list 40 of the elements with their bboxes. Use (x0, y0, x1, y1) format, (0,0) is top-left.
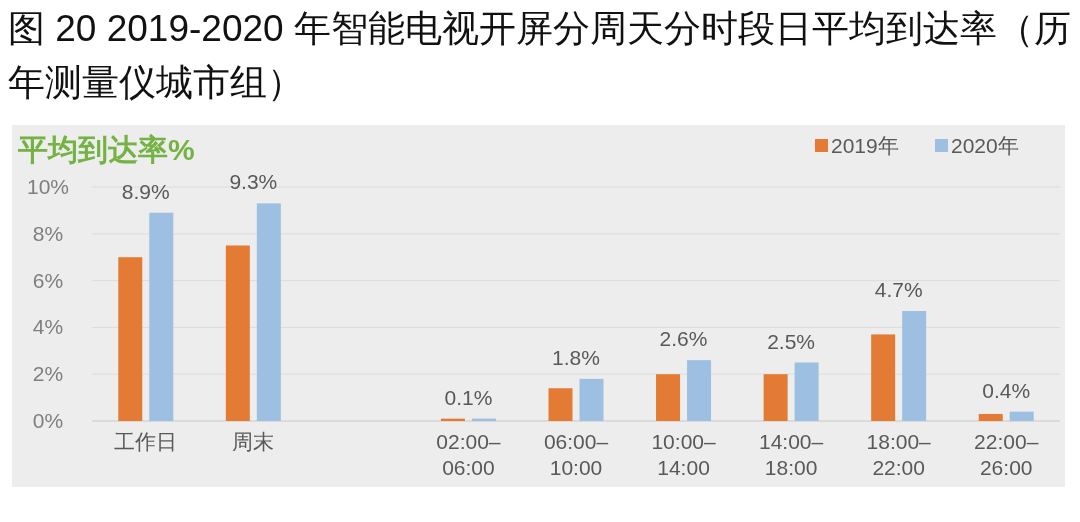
bar (902, 311, 927, 421)
x-tick-label: 18:00– 22:00 (866, 430, 932, 479)
data-label: 4.7% (874, 278, 923, 302)
x-tick-label: 06:00– 10:00 (543, 430, 609, 479)
y-tick-label: 0% (32, 409, 64, 432)
y-tick-label: 4% (32, 315, 64, 339)
bar (256, 203, 281, 421)
bar (794, 362, 819, 421)
data-label: 0.1% (444, 385, 493, 409)
bar (118, 257, 143, 421)
x-tick-label: 14:00– 18:00 (758, 430, 824, 479)
data-label: 2.6% (659, 327, 708, 351)
bar (225, 245, 250, 421)
x-tick-label: 工作日 (114, 430, 178, 453)
x-tick-label: 02:00– 06:00 (436, 430, 501, 479)
bar (656, 374, 681, 421)
y-tick-label: 10% (26, 175, 70, 198)
bar (687, 360, 712, 421)
x-tick-label: 10:00– 14:00 (651, 430, 716, 479)
bar (763, 374, 788, 421)
bar (871, 334, 896, 421)
chart-title: 图 20 2019-2020 年智能电视开屏分周天分时段日平均到达率（历年测量仪城市组） (8, 7, 1072, 105)
data-label: 2.5% (767, 329, 816, 353)
y-tick-label: 8% (32, 221, 64, 245)
legend-label: 2019年 (831, 134, 899, 157)
legend-label: 2020年 (951, 134, 1019, 157)
data-label: 0.4% (982, 378, 1031, 402)
data-label: 1.8% (552, 345, 600, 369)
y-tick-label: 6% (32, 268, 64, 292)
y-tick-label: 2% (32, 362, 64, 386)
x-tick-label: 22:00– 26:00 (974, 430, 1039, 479)
bar (548, 388, 573, 421)
bar (978, 413, 1003, 421)
bar (1009, 411, 1034, 421)
data-label: 8.9% (121, 179, 170, 203)
bar (579, 378, 604, 421)
data-label: 9.3% (229, 170, 278, 194)
x-tick-label: 周末 (232, 430, 275, 453)
bar (149, 212, 174, 421)
y-axis-title: 平均到达率% (17, 133, 195, 166)
